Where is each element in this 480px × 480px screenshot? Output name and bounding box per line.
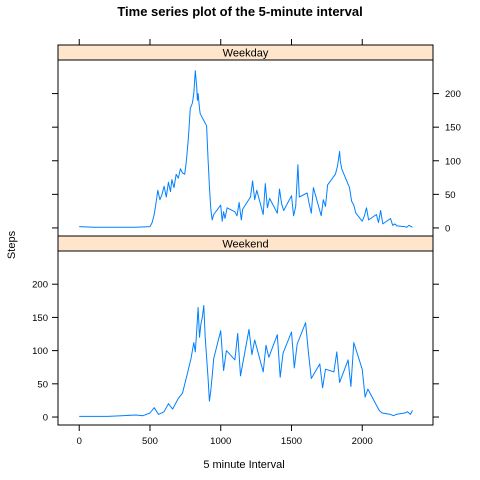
series-line-weekday [79, 70, 413, 228]
y-tick-label: 0 [43, 413, 48, 424]
y-tick-label: 200 [32, 280, 48, 291]
x-tick-label: 2000 [352, 436, 373, 447]
y-tick-label: 50 [37, 379, 48, 390]
strip-label: Weekday [223, 48, 269, 60]
plot-frame [57, 59, 434, 237]
y-tick-label: 100 [32, 346, 48, 357]
x-tick-label: 500 [142, 436, 158, 447]
x-tick-label: 0 [77, 436, 82, 447]
y-axis-label: Steps [6, 230, 18, 259]
plot-frame [57, 250, 434, 426]
panel-weekend: Weekend 0 50 100 150 200 [32, 235, 439, 426]
y-tick-label: 150 [32, 313, 48, 324]
y-tick-label: 150 [445, 123, 461, 134]
x-tick-label: 1500 [281, 436, 302, 447]
x-tick-label: 1000 [210, 436, 231, 447]
chart-title: Time series plot of the 5-minute interva… [117, 4, 362, 19]
series-line-weekend [79, 305, 413, 417]
panels-layer: Weekday 0 50 100 150 200 Weekend 0 50 100 150 200 [32, 44, 461, 426]
panel-weekday: Weekday 0 50 100 150 200 [52, 44, 461, 237]
y-tick-label: 200 [445, 89, 461, 100]
y-tick-label: 100 [445, 156, 461, 167]
y-tick-label: 0 [445, 223, 450, 234]
x-axis: 0 500 1000 1500 2000 [77, 39, 373, 447]
strip-label: Weekend [222, 239, 268, 251]
y-tick-label: 50 [445, 190, 456, 201]
x-axis-label: 5 minute Interval [203, 459, 284, 471]
